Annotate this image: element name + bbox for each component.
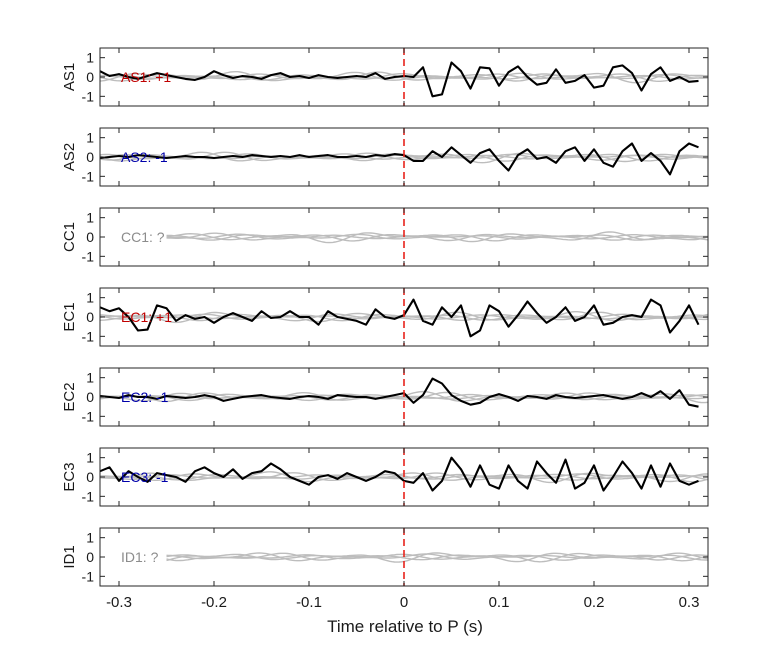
y-axis-label-ec3: EC3 xyxy=(61,462,78,491)
y-tick-label: 0 xyxy=(86,229,94,245)
reference-trace xyxy=(166,231,708,244)
x-tick-label: 0.3 xyxy=(679,594,700,611)
x-axis: -0.3 -0.2 -0.1 0 0.1 0.2 0.3 xyxy=(106,594,699,611)
x-tick-label: 0.2 xyxy=(584,594,605,611)
y-tick-label: 0 xyxy=(86,69,94,85)
x-tick-label: -0.1 xyxy=(296,594,322,611)
polarity-annotation-ec1: EC1: +1 xyxy=(121,309,172,325)
y-tick-label: -1 xyxy=(82,248,95,264)
waveform-trace-ec2 xyxy=(100,377,699,408)
reference-trace xyxy=(100,71,708,84)
waveform-trace-as1 xyxy=(100,61,699,98)
y-axis-label-ec2: EC2 xyxy=(61,382,78,411)
y-tick-label: 0 xyxy=(86,389,94,405)
y-tick-label: 1 xyxy=(86,130,94,146)
y-tick-label: 0 xyxy=(86,149,94,165)
panel-ec1: -1 0 1 EC1 EC1: +1 xyxy=(61,287,709,347)
y-tick-label: 1 xyxy=(86,370,94,386)
y-axis-label-as2: AS2 xyxy=(61,143,78,171)
y-tick-label: 1 xyxy=(86,50,94,66)
y-tick-label: -1 xyxy=(82,488,95,504)
x-tick-label: -0.2 xyxy=(201,594,227,611)
reference-trace xyxy=(100,472,708,481)
panel-id1: -1 0 1 ID1 ID1: ? xyxy=(61,527,709,587)
y-axis-label-as1: AS1 xyxy=(61,63,78,91)
y-tick-label: -1 xyxy=(82,328,95,344)
polarity-annotation-ec2: EC2: -1 xyxy=(121,389,169,405)
reference-trace xyxy=(100,311,708,324)
y-tick-label: 0 xyxy=(86,309,94,325)
polarity-annotation-ec3: EC3: -1 xyxy=(121,469,169,485)
reference-trace xyxy=(166,232,708,242)
panel-ec2: -1 0 1 EC2 EC2: -1 xyxy=(61,367,709,427)
waveform-trace-ec3 xyxy=(100,456,699,492)
x-axis-label: Time relative to P (s) xyxy=(327,617,483,636)
panels-group: -1 0 1 AS1 AS1: +1 -1 0 1 AS2 AS2: -1 -1 0 1 CC1 CC1: … xyxy=(61,47,709,587)
reference-trace xyxy=(166,552,708,563)
y-tick-label: -1 xyxy=(82,168,95,184)
reference-traces xyxy=(166,231,708,244)
y-axis-label-ec1: EC1 xyxy=(61,302,78,331)
polarity-annotation-id1: ID1: ? xyxy=(121,549,159,565)
y-axis-label-id1: ID1 xyxy=(61,545,78,568)
reference-trace xyxy=(166,232,708,243)
y-tick-label: 1 xyxy=(86,450,94,466)
polarity-annotation-as2: AS2: -1 xyxy=(121,149,168,165)
panel-cc1: -1 0 1 CC1 CC1: ? xyxy=(61,207,709,267)
reference-trace xyxy=(100,152,708,162)
y-tick-label: -1 xyxy=(82,408,95,424)
y-axis-label-cc1: CC1 xyxy=(61,222,78,252)
panel-as1: -1 0 1 AS1 AS1: +1 xyxy=(61,47,709,107)
y-tick-label: -1 xyxy=(82,568,95,584)
polarity-annotation-cc1: CC1: ? xyxy=(121,229,165,245)
y-tick-label: 0 xyxy=(86,469,94,485)
y-tick-label: 1 xyxy=(86,530,94,546)
y-tick-label: 1 xyxy=(86,210,94,226)
y-tick-label: 1 xyxy=(86,290,94,306)
reference-trace xyxy=(100,391,708,403)
panel-ec3: -1 0 1 EC3 EC3: -1 xyxy=(61,447,709,507)
y-tick-label: -1 xyxy=(82,88,95,104)
waveform-trace-as2 xyxy=(100,142,699,176)
waveform-trace-ec1 xyxy=(100,298,700,338)
x-tick-label: 0.1 xyxy=(489,594,510,611)
reference-trace xyxy=(166,552,708,563)
x-tick-label: 0 xyxy=(400,594,408,611)
polarity-annotation-as1: AS1: +1 xyxy=(121,69,171,85)
reference-traces xyxy=(166,552,708,563)
panel-as2: -1 0 1 AS2 AS2: -1 xyxy=(61,127,709,187)
x-tick-label: -0.3 xyxy=(106,594,132,611)
y-tick-label: 0 xyxy=(86,549,94,565)
